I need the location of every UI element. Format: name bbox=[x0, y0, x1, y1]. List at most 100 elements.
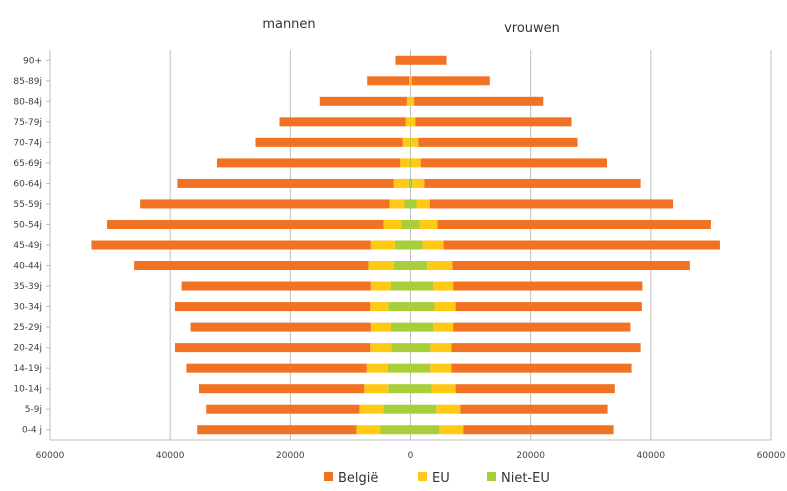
bar-women-België bbox=[424, 178, 641, 188]
bar-women-België bbox=[429, 199, 674, 209]
bar-women-Niet-EU bbox=[410, 137, 412, 147]
bar-men-EU bbox=[370, 281, 391, 291]
bar-men-Niet-EU bbox=[409, 158, 411, 168]
bar-women-EU bbox=[410, 76, 412, 86]
bar-men-België bbox=[279, 117, 406, 127]
bar-men-België bbox=[140, 199, 390, 209]
bar-women-Niet-EU bbox=[410, 404, 437, 414]
bar-women-Niet-EU bbox=[410, 363, 431, 373]
bar-women-Niet-EU bbox=[410, 302, 435, 312]
y-tick-label: 50-54j bbox=[13, 220, 42, 230]
bar-men-België bbox=[181, 281, 371, 291]
bar-men-België bbox=[206, 404, 360, 414]
bar-men-EU bbox=[409, 76, 411, 86]
x-tick-label: 60000 bbox=[36, 451, 65, 461]
bar-men-EU bbox=[356, 425, 381, 435]
y-tick-label: 45-49j bbox=[13, 241, 42, 251]
legend-swatch bbox=[324, 472, 333, 481]
bar-women-België bbox=[420, 158, 607, 168]
bar-men-België bbox=[319, 96, 407, 106]
bar-men-EU bbox=[383, 219, 402, 229]
bar-men-Niet-EU bbox=[404, 199, 411, 209]
legend-label: België bbox=[338, 471, 378, 486]
bar-men-Niet-EU bbox=[401, 219, 411, 229]
x-tick-label: 40000 bbox=[156, 451, 185, 461]
y-tick-labels: 0-4 j 5-9j 10-14j 14-19j 20-24j 25-29j 30-34j 3… bbox=[13, 56, 42, 435]
bar-women-België bbox=[411, 76, 490, 86]
y-tick-label: 10-14j bbox=[13, 385, 42, 395]
bar-women-EU bbox=[411, 137, 419, 147]
x-tick-label: 40000 bbox=[637, 451, 666, 461]
y-tick-label: 75-79j bbox=[13, 118, 42, 128]
bar-men-Niet-EU bbox=[387, 363, 411, 373]
bar-women-EU bbox=[410, 96, 415, 106]
bar-men-EU bbox=[393, 178, 409, 188]
bar-men-België bbox=[107, 219, 384, 229]
bar-men-Niet-EU bbox=[388, 302, 411, 312]
legend-label: Niet-EU bbox=[501, 471, 550, 486]
bar-women-EU bbox=[433, 322, 454, 332]
bar-women-Niet-EU bbox=[410, 425, 440, 435]
bar-women-België bbox=[452, 261, 690, 271]
y-tick-label: 90+ bbox=[23, 56, 42, 66]
y-tick-label: 25-29j bbox=[13, 323, 42, 333]
bar-women-EU bbox=[430, 363, 452, 373]
bar-men-België bbox=[177, 178, 394, 188]
bar-women-Niet-EU bbox=[410, 343, 431, 353]
bar-women-België bbox=[460, 404, 608, 414]
bar-women-Niet-EU bbox=[410, 384, 432, 394]
bar-women-Niet-EU bbox=[410, 158, 412, 168]
y-tick-label: 14-19j bbox=[13, 364, 42, 374]
bar-women-EU bbox=[416, 199, 430, 209]
bar-women-EU bbox=[436, 404, 461, 414]
legend-swatch bbox=[487, 472, 496, 481]
y-tick-label: 60-64j bbox=[13, 179, 42, 189]
bar-women-Niet-EU bbox=[410, 199, 417, 209]
bar-men-Niet-EU bbox=[408, 178, 411, 188]
bar-men-EU bbox=[402, 137, 410, 147]
bar-men-België bbox=[367, 76, 410, 86]
bar-men-EU bbox=[389, 199, 405, 209]
bar-women-EU bbox=[430, 343, 452, 353]
bar-women-België bbox=[451, 343, 641, 353]
bar-women-België bbox=[443, 240, 720, 250]
bar-men-België bbox=[197, 425, 357, 435]
bar-men-Niet-EU bbox=[393, 261, 411, 271]
bar-women-België bbox=[437, 219, 711, 229]
y-tick-label: 20-24j bbox=[13, 344, 42, 354]
side-label-right: vrouwen bbox=[504, 21, 560, 36]
bar-men-EU bbox=[400, 158, 410, 168]
bar-women-EU bbox=[431, 384, 456, 394]
bar-women-België bbox=[455, 384, 615, 394]
y-tick-label: 30-34j bbox=[13, 303, 42, 313]
y-tick-label: 65-69j bbox=[13, 159, 42, 169]
bar-men-EU bbox=[368, 261, 394, 271]
bar-women-EU bbox=[433, 281, 454, 291]
bar-men-Niet-EU bbox=[380, 425, 411, 435]
bar-women-EU bbox=[422, 240, 444, 250]
side-label-left: mannen bbox=[262, 17, 315, 32]
bar-women-EU bbox=[427, 261, 453, 271]
bar-men-EU bbox=[359, 404, 384, 414]
bar-men-België bbox=[395, 55, 411, 65]
bar-women-Niet-EU bbox=[410, 281, 434, 291]
bar-women-België bbox=[455, 302, 642, 312]
y-tick-label: 85-89j bbox=[13, 77, 42, 87]
bar-men-EU bbox=[370, 240, 395, 250]
bar-men-België bbox=[91, 240, 371, 250]
bar-series bbox=[91, 55, 720, 435]
bar-women-België bbox=[415, 117, 572, 127]
bar-men-Niet-EU bbox=[391, 343, 411, 353]
bar-women-EU bbox=[439, 425, 464, 435]
bar-men-EU bbox=[366, 363, 388, 373]
bar-men-België bbox=[186, 363, 367, 373]
bar-men-Niet-EU bbox=[390, 281, 411, 291]
x-tick-label: 60000 bbox=[757, 451, 786, 461]
bar-women-EU bbox=[410, 117, 416, 127]
bar-men-Niet-EU bbox=[394, 240, 411, 250]
legend: België EU Niet-EU bbox=[324, 471, 550, 486]
y-tick-label: 80-84j bbox=[13, 97, 42, 107]
x-tick-labels: 60000 40000 20000 0 20000 40000 60000 bbox=[36, 451, 786, 461]
bar-women-Niet-EU bbox=[410, 240, 423, 250]
bar-men-België bbox=[174, 343, 371, 353]
